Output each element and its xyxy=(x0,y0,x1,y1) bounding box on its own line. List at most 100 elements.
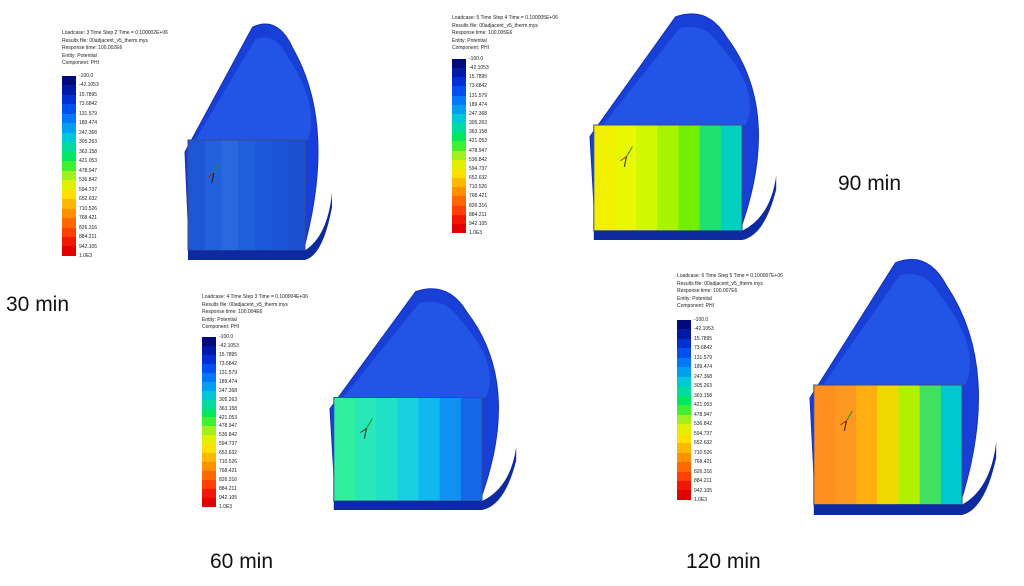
color-legend-bar xyxy=(62,76,76,256)
legend-swatch xyxy=(452,196,466,206)
legend-tick-label: 652.632 xyxy=(79,196,98,203)
header-component: Component: PHI xyxy=(452,45,489,52)
legend-swatch xyxy=(677,338,691,349)
legend-swatch xyxy=(452,168,466,179)
header-loadcase: Loadcase: 4 Time Step 3 Time = 0.100004E… xyxy=(202,294,308,300)
legend-tick-label: 942.105 xyxy=(219,495,238,502)
legend-swatch xyxy=(677,357,691,368)
legend-swatch xyxy=(202,462,216,472)
result-header: Loadcase: 4 Time Step 3 Time = 0.100004E… xyxy=(202,294,308,332)
result-header: Loadcase: 3 Time Step 2 Time = 0.100002E… xyxy=(62,30,168,68)
legend-swatch xyxy=(452,113,466,124)
model-face-strip xyxy=(898,385,921,505)
legend-swatch xyxy=(202,408,216,418)
legend-swatch xyxy=(677,386,691,396)
legend-tick-label: 594.737 xyxy=(694,430,713,437)
model-dome xyxy=(819,274,970,391)
legend-tick-label: 710.526 xyxy=(219,459,238,466)
header-entity: Entity: Potential xyxy=(202,316,237,323)
model-face-strip xyxy=(720,125,743,231)
model-dome xyxy=(599,26,750,130)
legend-swatch xyxy=(452,123,466,133)
header-response-time: Response time: 100.005E6 xyxy=(452,30,513,37)
model-base xyxy=(813,442,997,515)
legend-tick-label: 768.421 xyxy=(469,193,488,200)
legend-tick-label: 1.0E3 xyxy=(79,253,93,259)
legend-tick-label: -100.0 xyxy=(79,73,94,79)
legend-tick-label: 826.316 xyxy=(469,202,488,209)
legend-swatch xyxy=(202,444,216,454)
axis-triad-x xyxy=(207,172,215,178)
legend-tick-label: 884.211 xyxy=(469,211,487,218)
model-face-strip xyxy=(657,125,679,231)
header-loadcase: Loadcase: 3 Time Step 2 Time = 0.100002E… xyxy=(62,30,168,36)
time-label-60min: 60 min xyxy=(210,550,274,573)
model-base xyxy=(188,192,332,260)
legend-tick-label: 710.526 xyxy=(79,205,98,212)
legend-swatch xyxy=(202,426,216,436)
model-face-strip xyxy=(834,385,857,505)
model-face-strip xyxy=(376,397,398,501)
legend-swatch xyxy=(677,424,691,434)
legend-tick-label: -42.1053 xyxy=(79,82,99,89)
legend-swatch xyxy=(452,104,466,114)
legend-tick-label: -42.1053 xyxy=(694,326,714,333)
legend-swatch xyxy=(62,180,76,190)
legend-swatch xyxy=(677,414,691,425)
legend-swatch xyxy=(62,151,76,162)
axis-triad-y xyxy=(365,418,373,429)
model-face-strip xyxy=(439,397,462,501)
legend-tick-label: 305.263 xyxy=(694,383,713,390)
legend-swatch xyxy=(62,85,76,95)
result-header: Loadcase: 5 Time Step 4 Time = 0.100005E… xyxy=(452,15,558,53)
legend-tick-label: 73.6842 xyxy=(694,345,713,352)
model-face-strip xyxy=(614,125,637,231)
legend-swatch xyxy=(62,227,76,237)
model-face-strip xyxy=(856,385,878,505)
legend-tick-label: 305.263 xyxy=(469,120,488,127)
model-face-strip xyxy=(271,140,289,251)
legend-tick-label: 189.474 xyxy=(469,101,488,108)
legend-tick-label: 73.6842 xyxy=(79,101,98,108)
header-entity: Entity: Potential xyxy=(677,295,712,302)
legend-tick-label: 710.526 xyxy=(469,184,488,191)
legend-swatch xyxy=(677,395,691,406)
model-face-strip xyxy=(397,397,419,501)
legend-tick-label: 15.7895 xyxy=(694,335,713,342)
legend-swatch xyxy=(452,141,466,151)
header-entity: Entity: Potential xyxy=(62,52,97,59)
color-legend-bar xyxy=(677,320,691,500)
axis-triad-y xyxy=(625,146,633,157)
legend-swatch xyxy=(202,488,216,498)
legend-tick-label: 1.0E3 xyxy=(219,504,233,510)
legend-tick-label: 942.105 xyxy=(694,487,713,494)
model-face-strip xyxy=(354,397,377,501)
axis-triad-z xyxy=(363,428,367,439)
legend-tick-label: 652.632 xyxy=(694,440,713,447)
legend-tick-label: 536.842 xyxy=(469,156,488,163)
legend-tick-label: 768.421 xyxy=(219,468,238,475)
legend-swatch xyxy=(677,329,691,339)
model-face-strip xyxy=(188,140,206,251)
model-face-strip xyxy=(813,385,836,505)
legend-tick-label: 826.316 xyxy=(79,224,98,231)
axis-triad-z xyxy=(623,156,627,167)
legend-swatch xyxy=(202,471,216,480)
legend-swatch xyxy=(452,68,466,78)
header-results-file: Results file: 00adjacent_v5_therm.mys xyxy=(202,301,288,308)
legend-swatch xyxy=(452,214,466,224)
legend-tick-label: 594.737 xyxy=(79,186,98,193)
legend-swatch xyxy=(452,132,466,142)
header-loadcase: Loadcase: 5 Time Step 4 Time = 0.100005E… xyxy=(452,15,558,21)
legend-tick-label: 942.105 xyxy=(469,220,488,227)
legend-swatch xyxy=(202,354,216,364)
model-face-strip xyxy=(204,140,222,251)
axis-triad-x xyxy=(620,156,627,162)
legend-tick-label: 363.158 xyxy=(694,392,713,399)
legend-tick-label: 189.474 xyxy=(79,120,98,127)
legend-tick-label: 363.158 xyxy=(219,405,238,412)
legend-swatch xyxy=(677,452,691,463)
model-face-strip xyxy=(919,385,942,505)
legend-tick-label: 131.579 xyxy=(469,92,488,99)
color-legend-bar xyxy=(202,337,216,507)
